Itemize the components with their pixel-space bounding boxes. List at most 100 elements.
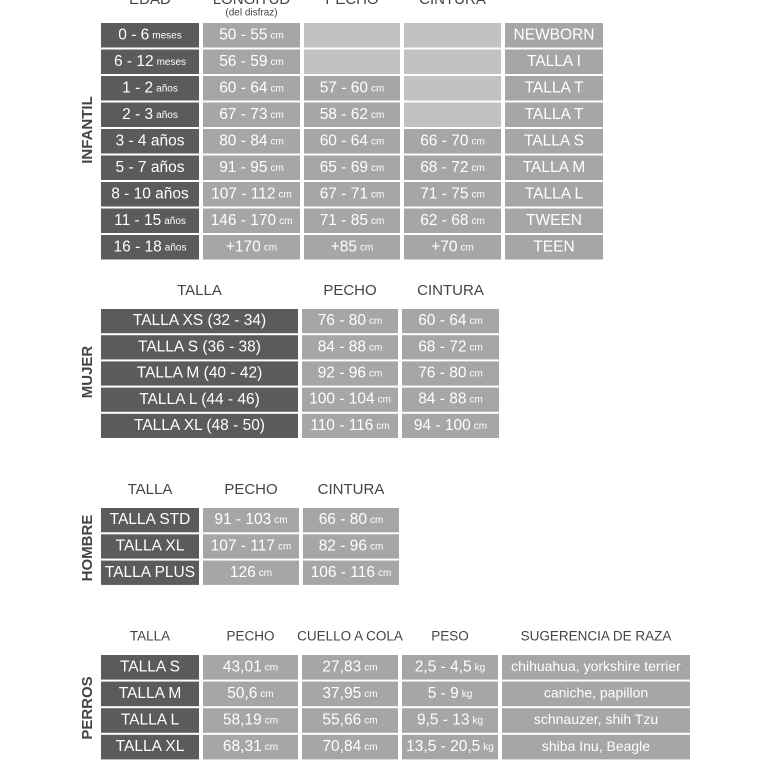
cell-unit: cm (279, 189, 292, 200)
cell-bg (101, 76, 199, 101)
cell-text: 8 - 10 años (111, 185, 189, 202)
cell-bg (402, 387, 499, 412)
cell-text: 3 - 4 años (116, 132, 185, 149)
cell-text: 76 - 80 cm (318, 312, 383, 329)
cell-value: 0 - 6 (118, 26, 149, 43)
cell-value: 50 - 55 (219, 26, 267, 43)
cell-bg (404, 23, 501, 48)
cell-bg (404, 129, 501, 154)
cell-text: 62 - 68 cm (420, 212, 485, 229)
cell-text: TALLA S (120, 658, 180, 675)
cell-value: 11 - 15 (114, 212, 161, 229)
cell-text: 110 - 116 cm (310, 417, 390, 434)
cell-unit: cm (270, 56, 283, 67)
cell-bg (302, 309, 398, 334)
cell-unit: meses (152, 30, 181, 41)
cell-text: 5 - 7 años (116, 159, 185, 176)
cell-text: 0 - 6 meses (118, 26, 181, 43)
cell-text: 65 - 69 cm (320, 159, 385, 176)
section-label: PERROS (79, 676, 96, 739)
cell-text: 60 - 64 cm (418, 312, 483, 329)
cell-value: 76 - 80 (318, 312, 367, 329)
cell-text: TALLA M (523, 159, 586, 176)
cell-bg (203, 681, 298, 707)
cell-value: 110 - 116 (310, 417, 373, 434)
cell-text: +170 cm (226, 238, 277, 255)
cell-value: 9,5 - 13 (417, 712, 470, 729)
cell-text: 71 - 75 cm (420, 185, 485, 202)
cell-bg (101, 708, 199, 733)
cell-text: 68 - 72 cm (418, 338, 483, 355)
column-header: CUELLO A COLA (297, 629, 403, 644)
cell-text: 106 - 116 cm (311, 564, 392, 581)
cell-bg (505, 155, 603, 180)
cell-unit: cm (378, 567, 391, 578)
cell-text: 82 - 96 cm (319, 538, 384, 555)
cell-bg (404, 102, 501, 127)
cell-unit: cm (469, 342, 482, 353)
cell-text: TALLA XL (48 - 50) (134, 417, 265, 434)
cell-text: 57 - 60 cm (320, 79, 385, 96)
cell-bg (101, 102, 199, 127)
cell-value: 37,95 (322, 685, 361, 702)
column-header: TALLA (130, 629, 170, 644)
cell-bg (302, 361, 398, 386)
section-label: HOMBRE (79, 515, 96, 582)
cell-value: 70,84 (322, 738, 361, 755)
cell-unit: cm (264, 242, 277, 253)
cell-unit: cm (471, 215, 484, 226)
cell-bg (101, 681, 199, 707)
cell-bg (203, 155, 300, 180)
cell-text: TALLA M (40 - 42) (137, 365, 262, 382)
cell-unit: cm (371, 162, 384, 173)
cell-bg (101, 361, 298, 386)
cell-bg (101, 413, 298, 438)
cell-unit: cm (364, 689, 377, 700)
cell-unit: cm (471, 162, 484, 173)
column-header: PESO (431, 629, 469, 644)
cell-text: 67 - 71 cm (320, 185, 385, 202)
cell-text: TALLA XS (32 - 34) (133, 312, 266, 329)
cell-value: 82 - 96 (319, 538, 367, 555)
cell-value: 2,5 - 4,5 (415, 658, 472, 675)
cell-unit: cm (469, 316, 482, 327)
cell-text: 9,5 - 13 kg (417, 712, 483, 729)
cell-bg (101, 129, 199, 154)
cell-unit: cm (270, 109, 283, 120)
cell-bg (505, 49, 603, 74)
cell-text: 37,95 cm (322, 685, 377, 702)
cell-text: 6 - 12 meses (114, 53, 186, 70)
cell-text: 50,6 cm (227, 685, 274, 702)
cell-bg (101, 208, 199, 233)
cell-bg (101, 309, 298, 334)
cell-unit: cm (278, 541, 291, 552)
cell-bg (304, 49, 400, 74)
cell-text: TWEEN (526, 212, 582, 229)
cell-value: 1 - 2 (122, 79, 153, 96)
cell-unit: cm (265, 742, 278, 753)
cell-bg (502, 655, 690, 680)
cell-bg (402, 734, 498, 760)
cell-bg (304, 23, 400, 48)
cell-bg (203, 655, 298, 680)
cell-text: 91 - 103 cm (214, 511, 287, 528)
cell-bg (303, 534, 399, 559)
cell-bg (101, 335, 298, 360)
cell-bg (101, 508, 199, 533)
cell-value: 126 (230, 564, 256, 581)
cell-value: 92 - 96 (318, 365, 366, 382)
cell-text: chihuahua, yorkshire terrier (511, 658, 681, 674)
cell-unit: cm (370, 541, 383, 552)
cell-value: 60 - 64 (418, 312, 467, 329)
cell-unit: cm (260, 689, 273, 700)
cell-text: caniche, papillon (544, 685, 648, 701)
cell-value: 58,19 (223, 712, 262, 729)
cell-value: 66 - 80 (319, 511, 368, 528)
section-infantil: INFANTIL EDAD LONGITUD PECHO CINTURA (del dis… (79, 0, 603, 260)
cell-value: 67 - 73 (219, 106, 267, 123)
cell-text: 91 - 95 cm (219, 159, 284, 176)
cell-unit: años (156, 83, 178, 94)
column-header: PECHO (323, 282, 376, 299)
cell-text: 80 - 84 cm (219, 132, 284, 149)
cell-text: 71 - 85 cm (320, 212, 385, 229)
